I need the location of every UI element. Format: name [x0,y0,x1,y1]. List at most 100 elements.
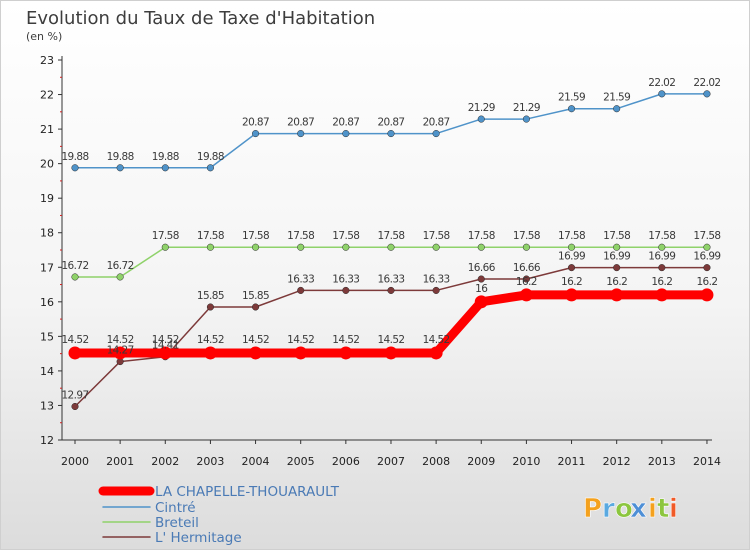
series-cintr [71,90,711,172]
y-tick-label: 19 [40,192,54,205]
y-tick-label: 16 [40,296,54,309]
data-point [519,288,533,302]
data-label: 20.87 [423,117,450,129]
series-la-chapelle-thouarault [68,288,714,360]
y-tick-label: 15 [40,330,54,343]
x-tick-label: 2007 [377,455,405,468]
data-label: 17.58 [242,230,269,242]
data-point [297,286,305,294]
data-point [432,130,440,138]
data-label: 16.99 [558,251,585,263]
data-label: 14.52 [332,334,359,346]
legend-label: L' Hermitage [155,530,242,546]
y-tick-label: 13 [40,399,54,412]
logo-letter: t [657,494,669,524]
data-point [477,275,485,283]
data-label: 16.2 [696,276,717,288]
x-tick-label: 2011 [558,455,586,468]
data-point [387,130,395,138]
data-label: 17.58 [693,230,720,242]
chart-subtitle: (en %) [26,30,62,43]
data-point [432,286,440,294]
x-tick-label: 2004 [242,455,270,468]
data-point [206,164,214,172]
y-tick-label: 14 [40,365,54,378]
x-tick-label: 2002 [151,455,179,468]
logo-letter: i [648,494,657,524]
x-tick-label: 2001 [106,455,134,468]
data-point [342,130,350,138]
data-point [567,105,576,113]
data-label: 17.58 [468,230,495,242]
data-label: 19.88 [107,151,134,163]
data-point [203,346,217,360]
data-label: 16.66 [468,262,496,274]
axes: 12 13 14 15 16 17 18 19 20 21 22 23 2000 2001 2002 2003… [40,54,721,468]
data-point [387,243,395,251]
data-label: 17.58 [152,230,179,242]
data-label: 17.58 [332,230,359,242]
data-point [116,164,124,172]
logo-letter: i [669,494,678,524]
data-point [703,264,711,272]
x-tick-label: 2014 [693,455,721,468]
chart-title: Evolution du Taux de Taxe d'Habitation [26,8,375,29]
legend-label: Cintré [155,500,196,516]
y-tick-label: 22 [40,89,54,102]
data-label: 16.2 [561,276,582,288]
data-point [658,264,666,272]
series-l-hermitage [71,264,711,411]
logo-letter: o [615,494,633,524]
data-label: 17.58 [423,230,450,242]
data-point [294,346,308,360]
y-tick-label: 17 [40,261,54,274]
x-tick-label: 2012 [603,455,631,468]
data-point [703,90,711,98]
data-point [71,402,79,411]
data-point [522,115,530,123]
data-label: 17.58 [513,230,540,242]
data-point [158,346,172,360]
data-label: 21.59 [558,92,585,104]
x-tick-label: 2003 [196,455,224,468]
legend-label: Breteil [155,515,199,531]
data-point [339,346,353,360]
data-point [700,288,714,302]
data-point [252,303,260,311]
data-point [658,90,666,98]
data-label: 14.52 [423,334,450,346]
data-label: 14.52 [287,334,314,346]
data-label: 16.72 [107,260,134,272]
data-point [477,115,485,123]
data-label: 14.41 [152,340,179,352]
data-point [206,243,214,251]
y-tick-label: 21 [40,123,54,136]
data-label: 16.99 [603,251,630,263]
data-label: 20.87 [332,117,359,129]
legend-label: LA CHAPELLE-THOUARAULT [155,484,340,500]
data-point [432,243,440,251]
data-point [252,130,260,138]
series-layer [68,90,714,411]
data-point [161,243,169,251]
data-label: 20.87 [377,117,404,129]
logo-letter: r [602,494,615,524]
data-label: 14.52 [197,334,224,346]
data-label: 16.33 [332,273,359,285]
data-label: 20.87 [287,117,314,129]
data-label: 14.52 [377,334,404,346]
y-tick-label: 12 [40,434,54,447]
data-label: 17.58 [287,230,314,242]
data-point [567,264,576,272]
logo-letter: P [583,494,602,524]
data-label: 12.97 [61,389,88,401]
y-tick-label: 20 [40,158,54,171]
data-point [522,275,530,283]
x-tick-label: 2013 [648,455,676,468]
data-point [71,273,79,281]
data-label: 17.58 [197,230,224,242]
data-label: 22.02 [648,77,675,89]
